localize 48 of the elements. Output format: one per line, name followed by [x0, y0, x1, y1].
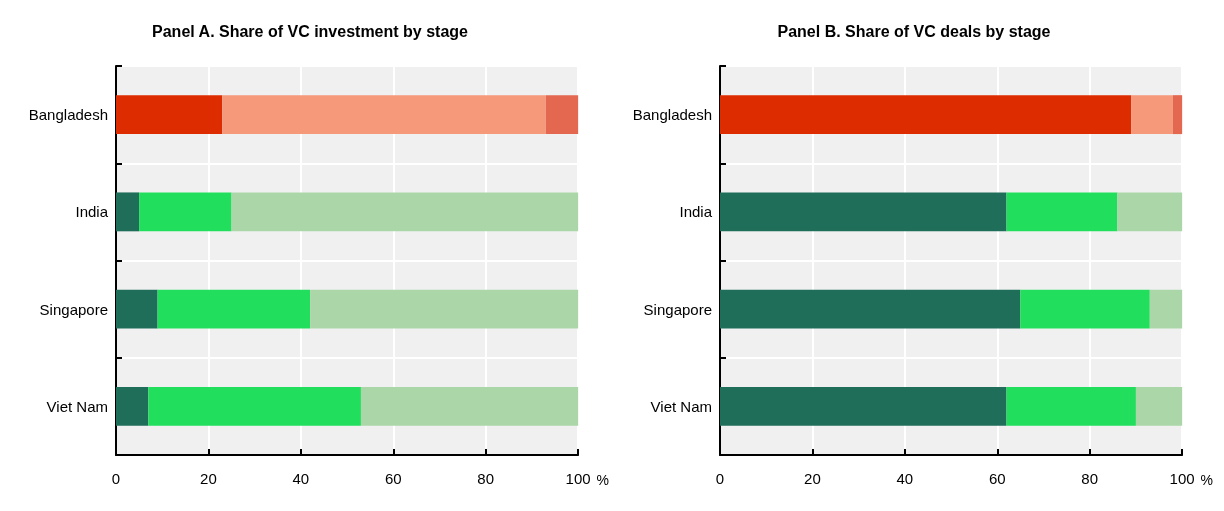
y-tick-label: Singapore [39, 300, 108, 318]
chart-title: Panel B. Share of VC deals by stage [777, 22, 1051, 40]
bar [545, 95, 579, 135]
bar [1131, 95, 1173, 135]
x-tick-label: 80 [477, 470, 495, 487]
bar [231, 192, 579, 232]
y-tick-label: Bangladesh [632, 106, 712, 124]
bar [222, 95, 546, 135]
bar [148, 386, 361, 426]
x-tick-label: 60 [988, 470, 1006, 487]
chart-title: Panel A. Share of VC investment by stage [152, 22, 469, 40]
y-tick-label: India [679, 203, 713, 221]
x-tick-label: 20 [200, 470, 217, 487]
bar [1117, 192, 1183, 232]
bar [310, 289, 579, 329]
y-tick-label: Viet Nam [650, 397, 712, 415]
bar [1135, 386, 1183, 426]
y-tick-label: Bangladesh [28, 106, 108, 124]
y-tick-label: Viet Nam [46, 397, 108, 415]
bar [1006, 386, 1136, 426]
x-tick-label: 60 [384, 470, 402, 487]
x-tick-label: 20 [804, 470, 821, 487]
bar [360, 386, 579, 426]
bar [1149, 289, 1183, 329]
x-tick-label: 100 [565, 470, 591, 487]
bar [720, 95, 1132, 135]
bar [720, 289, 1021, 329]
bar [157, 289, 311, 329]
bar [1172, 95, 1183, 135]
bar [139, 192, 232, 232]
y-tick-label: India [75, 203, 109, 221]
bar [116, 192, 140, 232]
bar [116, 289, 158, 329]
x-tick-label: 40 [292, 470, 310, 487]
x-tick-label: 100 [1169, 470, 1195, 487]
y-tick-label: Singapore [643, 300, 712, 318]
bar [1020, 289, 1150, 329]
x-axis-title: % [1200, 472, 1213, 488]
bar [1006, 192, 1118, 232]
x-axis-title: % [596, 472, 609, 488]
x-tick-label: 0 [715, 470, 725, 487]
bar [116, 386, 149, 426]
bar [720, 386, 1007, 426]
bar [116, 95, 223, 135]
bar [720, 192, 1007, 232]
x-tick-label: 0 [111, 470, 121, 487]
x-tick-label: 80 [1081, 470, 1099, 487]
x-tick-label: 40 [896, 470, 914, 487]
